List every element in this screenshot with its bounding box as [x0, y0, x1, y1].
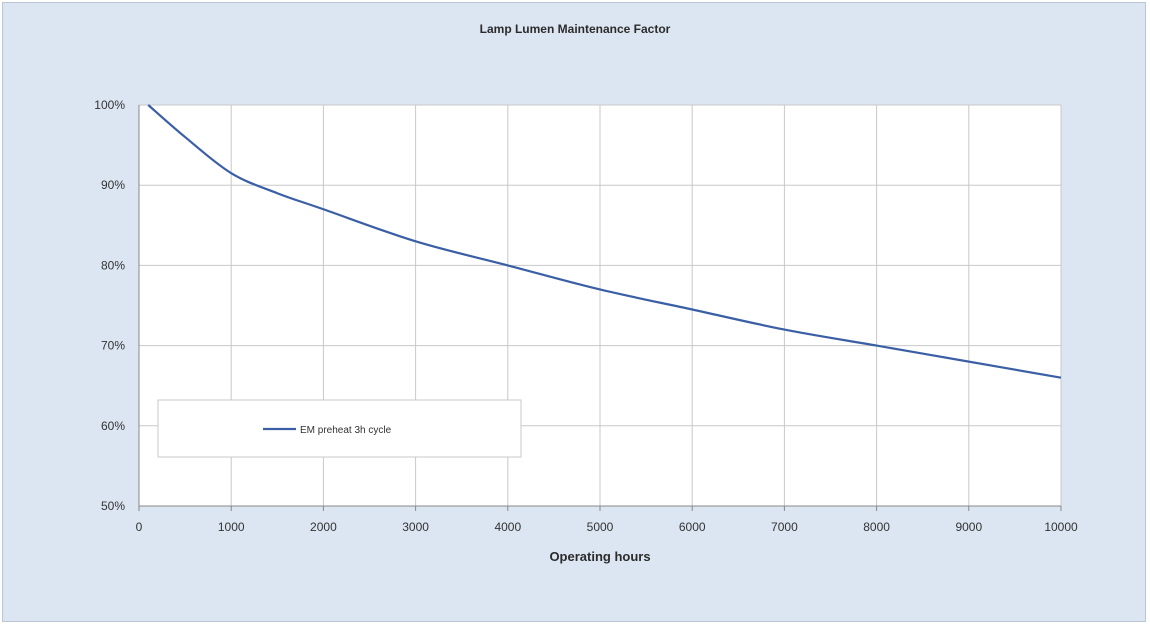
x-tick-label: 7000: [771, 520, 798, 534]
x-tick-labels: 0 1000 2000 3000 4000 5000 6000 7000 8000 9000 100…: [136, 520, 1078, 534]
x-tick-label: 5000: [587, 520, 614, 534]
legend: EM preheat 3h cycle: [157, 399, 522, 458]
y-tick-label: 90%: [101, 178, 125, 192]
x-tick-label: 6000: [679, 520, 706, 534]
x-tick-label: 2000: [310, 520, 337, 534]
legend-label: EM preheat 3h cycle: [300, 425, 392, 436]
y-tick-label: 50%: [101, 499, 125, 513]
y-tick-label: 80%: [101, 258, 125, 272]
x-tick-label: 8000: [863, 520, 890, 534]
y-tick-label: 60%: [101, 419, 125, 433]
x-tick-label: 1000: [218, 520, 245, 534]
legend-box: [157, 399, 522, 458]
x-axis-title: Operating hours: [549, 549, 650, 564]
grid: [138, 104, 1062, 511]
x-tick-label: 0: [136, 520, 143, 534]
y-tick-label: 70%: [101, 339, 125, 353]
y-tick-labels: 50% 60% 70% 80% 90% 100%: [94, 98, 125, 513]
y-tick-label: 100%: [94, 98, 125, 112]
x-tick-label: 10000: [1044, 520, 1078, 534]
x-tick-label: 9000: [955, 520, 982, 534]
chart-title: Lamp Lumen Maintenance Factor: [480, 22, 671, 36]
series-line-em-preheat: [147, 104, 1062, 379]
x-tick-label: 3000: [402, 520, 429, 534]
x-tick-label: 4000: [494, 520, 521, 534]
